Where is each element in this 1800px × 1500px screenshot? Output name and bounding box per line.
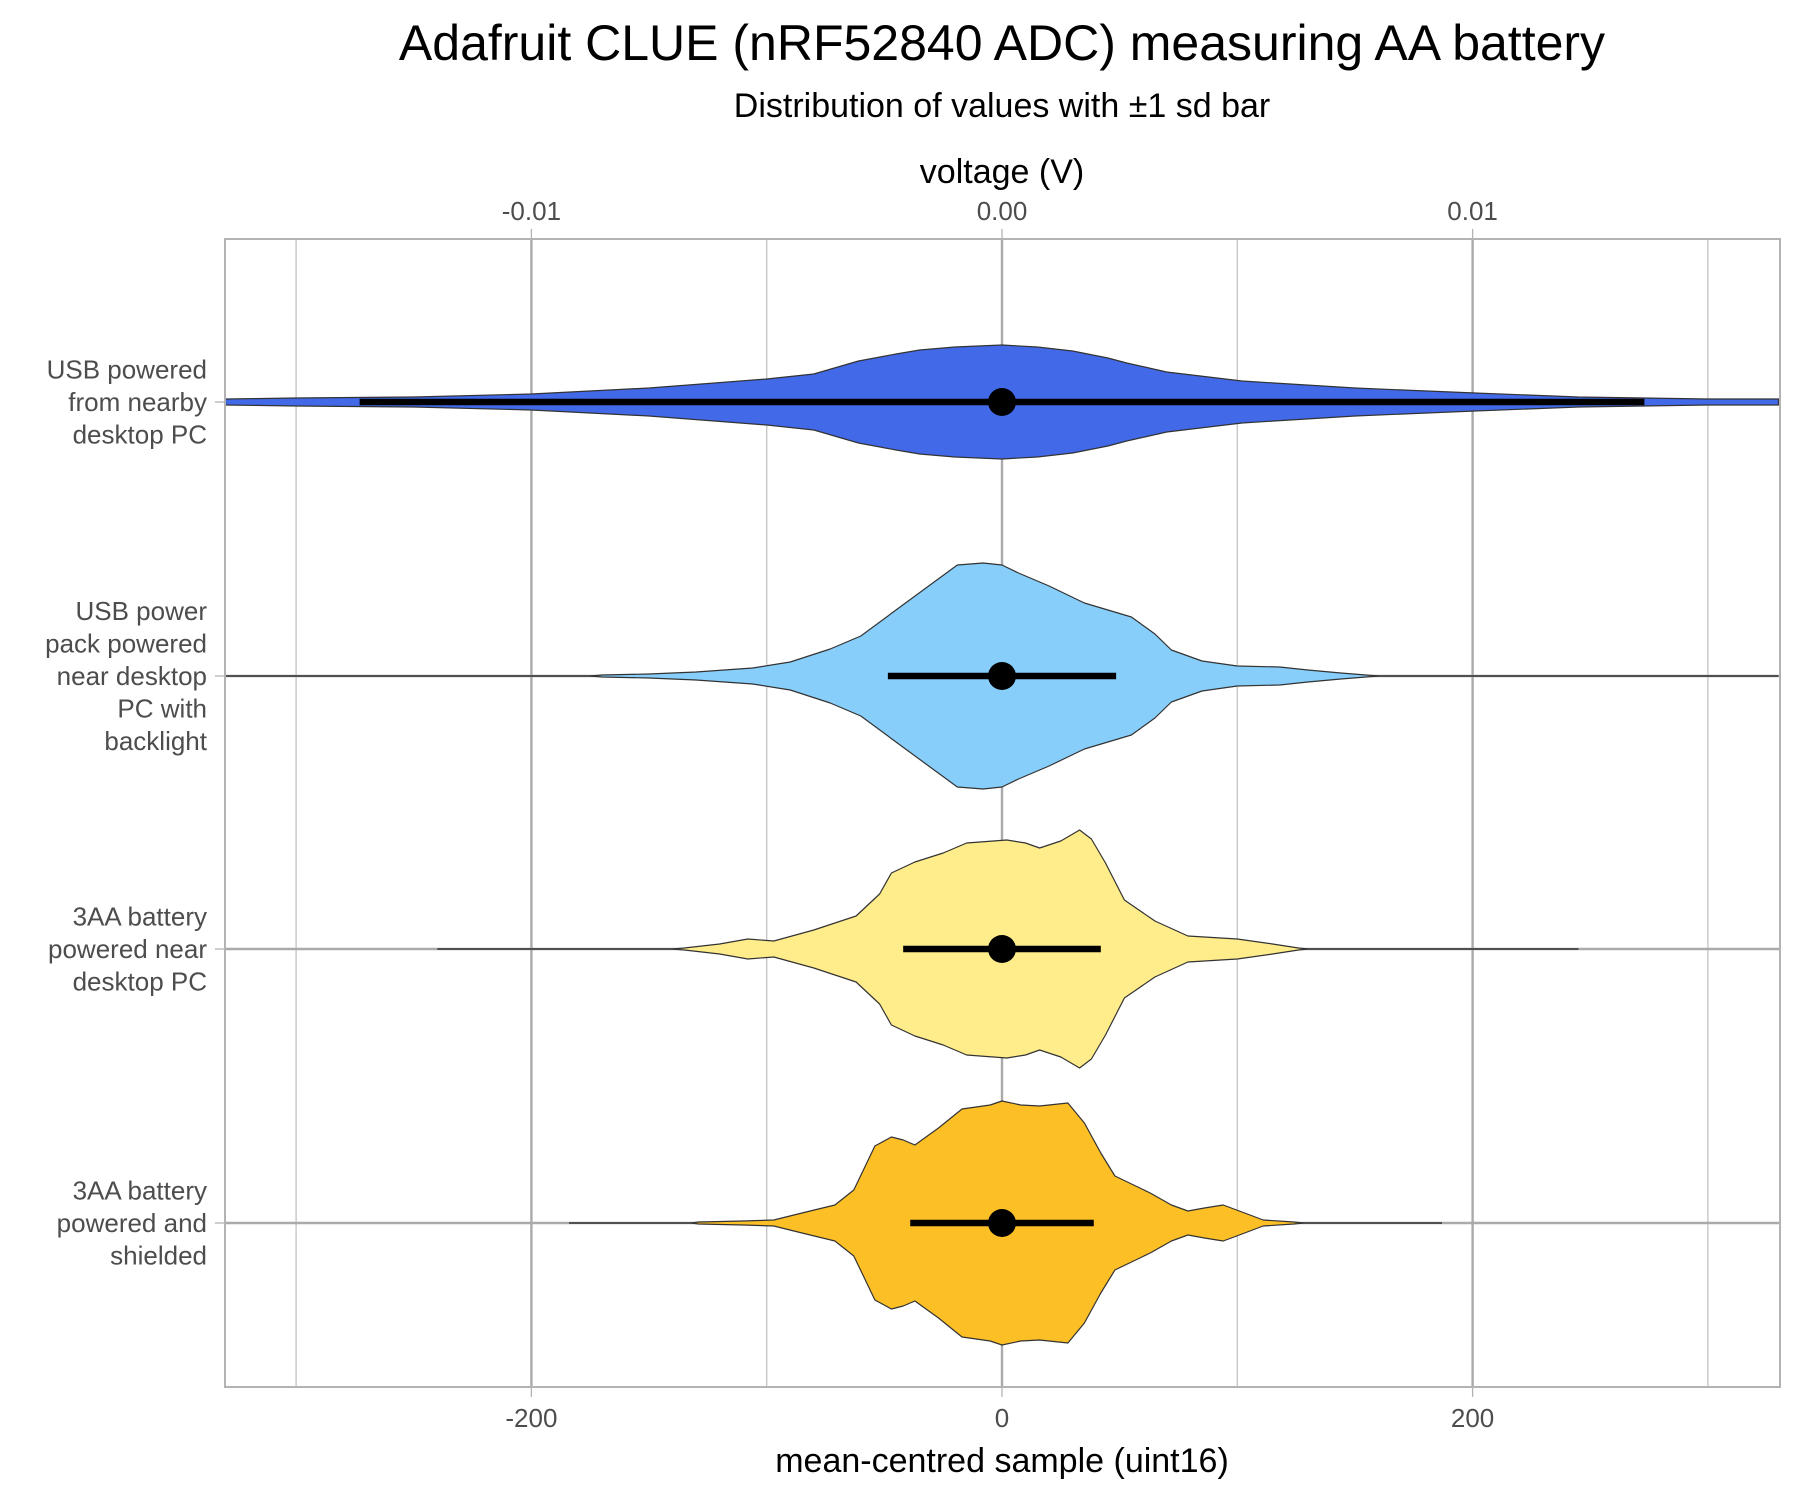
bottom-tick-label: -200 [505,1403,557,1433]
category-label: USB powered from nearby desktop PC [47,355,207,450]
category-label: 3AA battery powered and shielded [57,1176,207,1271]
mean-point [988,1209,1016,1237]
mean-point [988,388,1016,416]
top-tick-label: 0.01 [1447,196,1498,226]
chart-subtitle: Distribution of values with ±1 sd bar [734,87,1270,125]
mean-point [988,662,1016,690]
mean-point [988,935,1016,963]
category-label: USB power pack powered near desktop PC with… [45,596,208,756]
sd-bars [359,388,1645,1237]
bottom-tick-label: 0 [995,1403,1009,1433]
category-labels: USB powered from nearby desktop PC USB powe… [45,355,225,1271]
axis-ticks: -200 0 200 -0.01 0.00 0.01 [502,196,1498,1433]
top-tick-label: 0.00 [977,196,1028,226]
bottom-tick-label: 200 [1451,1403,1494,1433]
top-tick-label: -0.01 [502,196,561,226]
top-axis-title: voltage (V) [920,153,1084,191]
bottom-axis-title: mean-centred sample (uint16) [775,1442,1229,1480]
category-label: 3AA battery powered near desktop PC [48,902,207,997]
chart-title: Adafruit CLUE (nRF52840 ADC) measuring A… [399,15,1605,71]
